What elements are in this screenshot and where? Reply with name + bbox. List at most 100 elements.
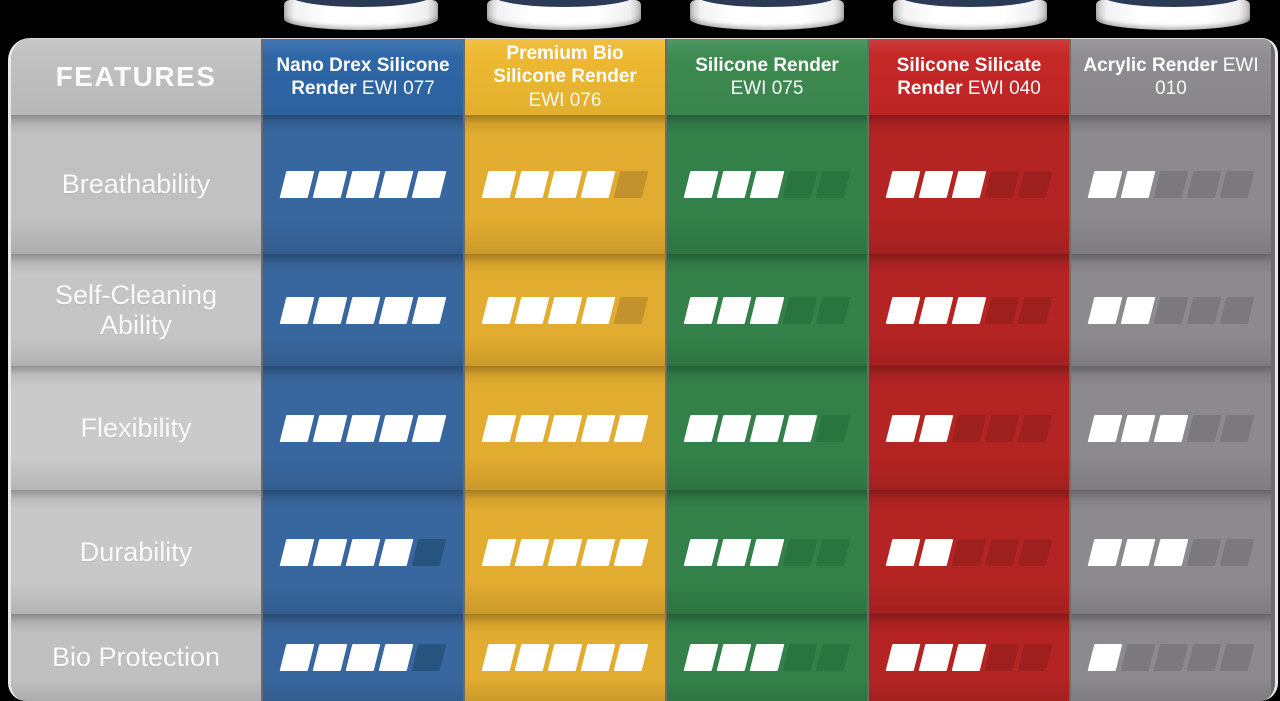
features-header-label: FEATURES [55,61,217,92]
rating-block-empty [1153,644,1189,671]
rating-blocks [683,296,851,324]
rating-cell [869,254,1069,366]
product-column-header: Nano Drex Silicone Render EWI 077 [263,39,463,115]
rating-block-filled [279,538,315,566]
rating-block-filled [683,538,719,566]
rating-block-filled [782,414,818,442]
product-column-header: Acrylic Render EWI 010 [1071,39,1271,115]
rating-blocks [481,171,649,198]
rating-block-empty [1219,296,1255,324]
rating-blocks [683,171,851,198]
rating-block-filled [1087,644,1123,671]
rating-block-empty [1186,644,1222,671]
feature-label: Flexibility [80,412,192,443]
rating-block-empty [815,296,851,324]
rating-block-empty [984,644,1020,671]
rating-cell [869,614,1069,701]
rating-block-filled [345,538,381,566]
rating-blocks [683,538,851,566]
rating-block-filled [514,644,550,671]
rating-cell [465,115,665,254]
rating-blocks [481,538,649,566]
rating-block-filled [378,644,414,671]
rating-block-filled [345,414,381,442]
rating-blocks [279,538,447,566]
rating-block-empty [1186,538,1222,566]
rating-block-empty [782,538,818,566]
feature-label: Bio Protection [51,642,221,673]
rating-block-filled [481,538,517,566]
feature-row-label-cell: Durability [11,490,261,614]
rating-block-filled [716,414,752,442]
render-bucket-icon [284,0,438,30]
product-column-title: Silicone Render EWI 075 [675,54,859,100]
rating-block-filled [885,296,921,324]
rating-cell [263,366,463,490]
render-bucket-icon [690,0,844,30]
rating-block-filled [716,644,752,671]
rating-block-filled [613,414,649,442]
render-bucket-icon [893,0,1047,30]
rating-block-filled [1120,171,1156,198]
rating-cell [263,490,463,614]
rating-blocks [481,296,649,324]
feature-row-label-cell: Self-Cleaning Ability [11,254,261,366]
rating-block-filled [279,414,315,442]
rating-block-filled [312,538,348,566]
rating-block-filled [951,644,987,671]
product-column-header: Silicone Render EWI 075 [667,39,867,115]
feature-row-label-cell: Bio Protection [11,614,261,701]
rating-block-filled [1087,414,1123,442]
rating-block-filled [514,538,550,566]
rating-block-empty [613,171,649,198]
rating-cell [1071,115,1271,254]
rating-cell [263,115,463,254]
product-code: EWI 075 [730,78,804,99]
rating-block-empty [1186,296,1222,324]
rating-block-filled [312,414,348,442]
rating-block-filled [716,171,752,198]
rating-block-filled [279,296,315,324]
rating-block-empty [1017,538,1053,566]
rating-block-empty [1017,296,1053,324]
rating-block-filled [411,414,447,442]
rating-block-filled [514,171,550,198]
rating-block-filled [749,414,785,442]
rating-block-filled [683,171,719,198]
rating-block-empty [1219,171,1255,198]
rating-block-filled [481,414,517,442]
rating-block-filled [1153,414,1189,442]
rating-blocks [1087,414,1255,442]
rating-block-filled [580,644,616,671]
rating-block-filled [580,414,616,442]
rating-block-filled [580,296,616,324]
rating-block-filled [918,296,954,324]
rating-block-filled [547,171,583,198]
rating-block-empty [1186,414,1222,442]
rating-block-filled [1087,296,1123,324]
rating-block-filled [918,414,954,442]
rating-block-filled [411,296,447,324]
feature-row-label-cell: Breathability [11,115,261,254]
product-column-header: Premium Bio Silicone Render EWI 076 [465,39,665,115]
rating-blocks [279,644,447,671]
rating-block-filled [749,538,785,566]
rating-block-empty [1120,644,1156,671]
rating-cell [1071,254,1271,366]
rating-block-filled [312,296,348,324]
rating-block-empty [815,171,851,198]
rating-block-filled [547,414,583,442]
rating-cell [263,614,463,701]
rating-block-filled [345,171,381,198]
rating-block-filled [547,644,583,671]
features-header-cell: FEATURES [11,39,261,115]
rating-cell [465,366,665,490]
rating-block-empty [782,171,818,198]
render-bucket-icon [487,0,641,30]
rating-cell [465,614,665,701]
rating-block-filled [481,296,517,324]
rating-block-empty [1219,414,1255,442]
product-column-title: Nano Drex Silicone Render EWI 077 [271,54,455,100]
rating-block-empty [782,644,818,671]
rating-block-empty [1153,296,1189,324]
